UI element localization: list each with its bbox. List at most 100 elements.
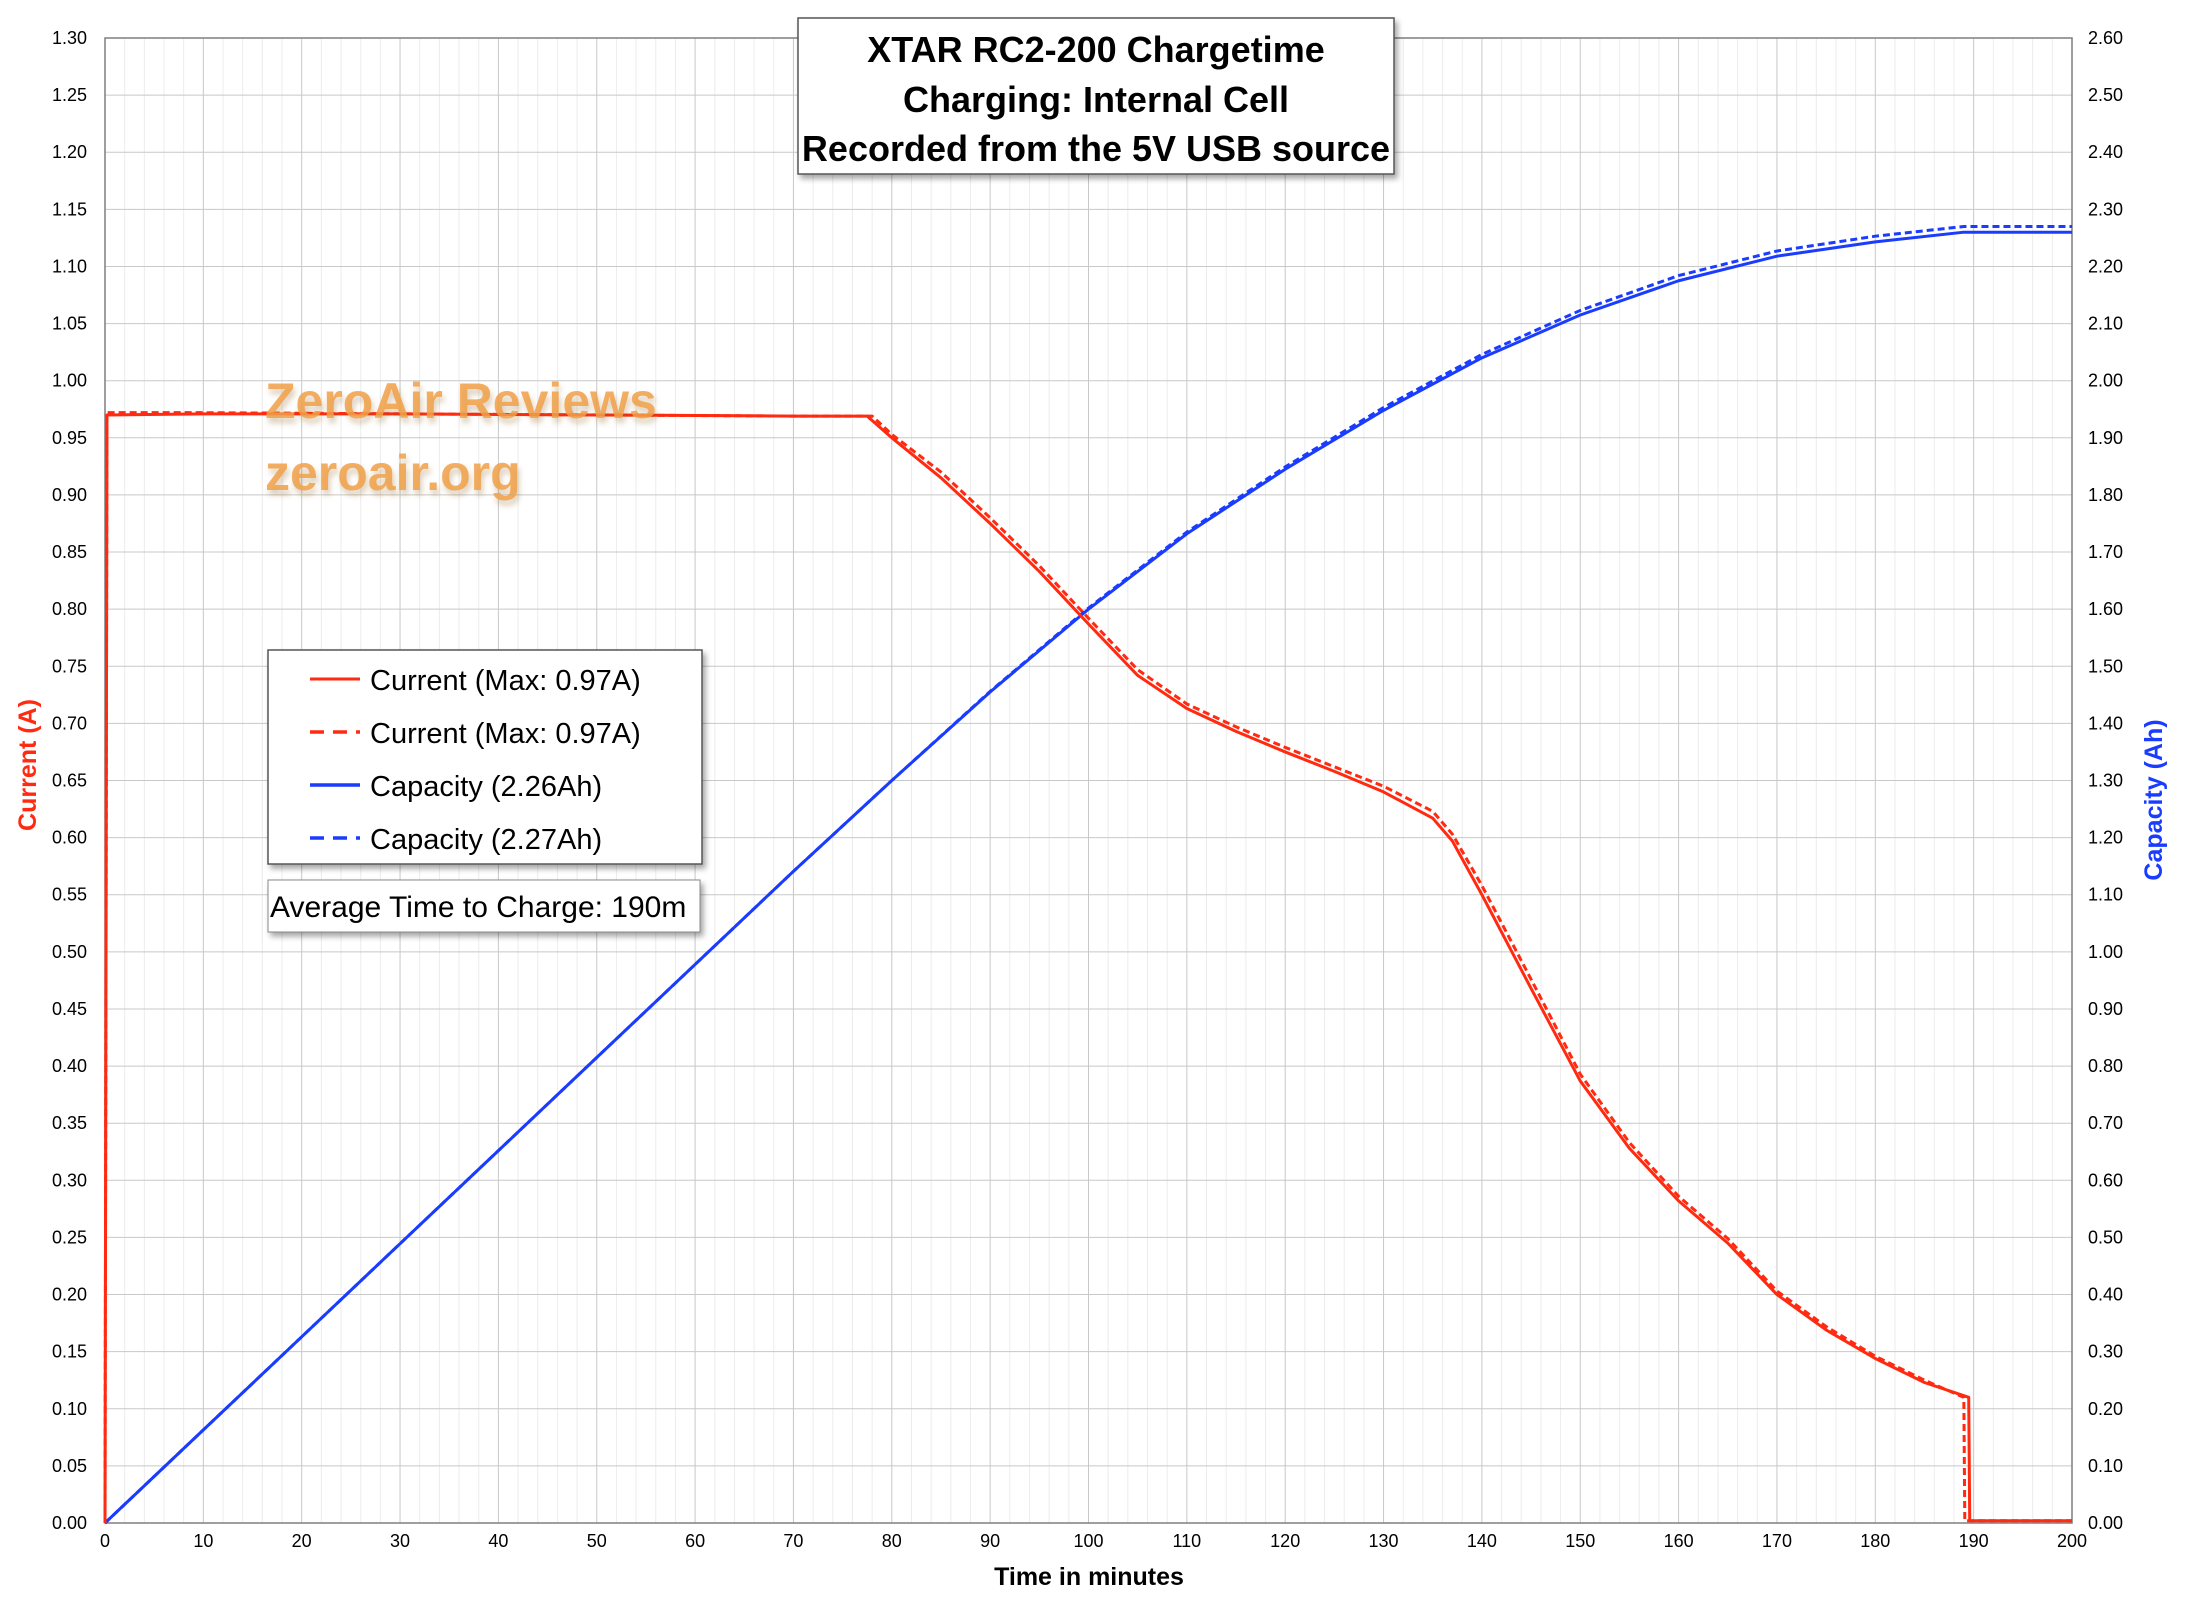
legend-item-current-solid: Current (Max: 0.97A) [310, 665, 641, 697]
chart-title-line-2: Charging: Internal Cell [903, 79, 1289, 120]
y-left-tick-label: 1.10 [52, 256, 87, 276]
legend-label: Capacity (2.27Ah) [370, 824, 602, 856]
y-left-tick-label: 0.50 [52, 942, 87, 962]
x-tick-label: 180 [1860, 1531, 1890, 1551]
series-line-capacity-dashed [103, 224, 2072, 1525]
y-axis-right-label: Capacity (Ah) [2140, 719, 2168, 880]
x-tick-label: 200 [2057, 1531, 2087, 1551]
legend-label: Current (Max: 0.97A) [370, 718, 641, 750]
y-right-tick-label: 1.00 [2088, 942, 2123, 962]
x-tick-label: 110 [1172, 1531, 1201, 1551]
legend-item-current-dashed: Current (Max: 0.97A) [310, 718, 641, 750]
x-tick-label: 40 [488, 1531, 508, 1551]
y-right-tick-label: 2.10 [2088, 314, 2123, 334]
y-right-tick-label: 0.40 [2088, 1285, 2123, 1305]
x-tick-label: 60 [685, 1531, 705, 1551]
title-box: XTAR RC2-200 Chargetime Charging: Intern… [797, 17, 1395, 175]
x-tick-label: 190 [1959, 1531, 1989, 1551]
x-tick-label: 50 [587, 1531, 607, 1551]
y-right-tick-label: 1.60 [2088, 599, 2123, 619]
y-right-tick-label: 1.70 [2088, 542, 2123, 562]
y-right-tick-label: 0.00 [2088, 1513, 2123, 1533]
y-right-tick-label: 1.40 [2088, 713, 2123, 733]
legend-item-capacity-dashed: Capacity (2.27Ah) [310, 824, 602, 856]
x-tick-label: 80 [882, 1531, 902, 1551]
legend-label: Current (Max: 0.97A) [370, 665, 641, 697]
y-left-tick-label: 0.15 [52, 1342, 87, 1362]
x-tick-label: 10 [193, 1531, 213, 1551]
y-left-tick-label: 0.00 [52, 1513, 87, 1533]
y-right-tick-label: 0.50 [2088, 1227, 2123, 1247]
y-right-tick-label: 2.60 [2088, 28, 2123, 48]
average-time-text: Average Time to Charge: 190m [270, 891, 686, 924]
legend-item-capacity-solid: Capacity (2.26Ah) [310, 771, 602, 803]
y-left-tick-label: 0.45 [52, 999, 87, 1019]
chart-title-line-1: XTAR RC2-200 Chargetime [867, 29, 1324, 70]
y-right-tick-label: 1.50 [2088, 656, 2123, 676]
y-axis-left-label: Current (A) [14, 699, 42, 831]
average-time-note: Average Time to Charge: 190m [267, 879, 701, 933]
y-right-tick-label: 0.10 [2088, 1456, 2123, 1476]
y-right-tick-label: 1.80 [2088, 485, 2123, 505]
y-left-tick-label: 0.05 [52, 1456, 87, 1476]
x-tick-label: 30 [390, 1531, 410, 1551]
y-right-tick-label: 0.20 [2088, 1399, 2123, 1419]
y-right-tick-label: 0.60 [2088, 1170, 2123, 1190]
y-left-tick-label: 0.70 [52, 713, 87, 733]
y-left-tick-label: 0.60 [52, 828, 87, 848]
y-left-tick-label: 0.55 [52, 885, 87, 905]
y-right-tick-label: 2.30 [2088, 199, 2123, 219]
x-tick-label: 70 [783, 1531, 803, 1551]
watermark: ZeroAir Reviews zeroair.org [265, 373, 657, 501]
y-right-tick-label: 1.30 [2088, 771, 2123, 791]
y-left-tick-label: 0.10 [52, 1399, 87, 1419]
y-left-tick-label: 0.20 [52, 1285, 87, 1305]
y-left-tick-label: 1.30 [52, 28, 87, 48]
legend-label: Capacity (2.26Ah) [370, 771, 602, 803]
watermark-line-2: zeroair.org [265, 445, 521, 501]
y-left-tick-label: 1.05 [52, 314, 87, 334]
x-tick-label: 0 [100, 1531, 110, 1551]
y-right-tick-label: 2.40 [2088, 142, 2123, 162]
y-left-tick-label: 0.80 [52, 599, 87, 619]
y-left-tick-label: 1.25 [52, 85, 87, 105]
y-right-tick-label: 2.20 [2088, 256, 2123, 276]
legend: Current (Max: 0.97A) Current (Max: 0.97A… [267, 649, 703, 865]
x-tick-label: 20 [292, 1531, 312, 1551]
chart-title-line-3: Recorded from the 5V USB source [802, 128, 1390, 169]
y-right-tick-label: 1.10 [2088, 885, 2123, 905]
series-lines [103, 224, 2072, 1525]
y-right-tick-label: 0.90 [2088, 999, 2123, 1019]
y-left-tick-label: 1.20 [52, 142, 87, 162]
y-left-tick-label: 0.30 [52, 1170, 87, 1190]
y-left-tick-label: 1.00 [52, 371, 87, 391]
watermark-line-1: ZeroAir Reviews [265, 373, 657, 429]
x-tick-label: 150 [1565, 1531, 1595, 1551]
x-axis-label: Time in minutes [994, 1563, 1184, 1591]
y-right-tick-label: 2.00 [2088, 371, 2123, 391]
y-right-tick-label: 1.20 [2088, 828, 2123, 848]
y-right-tick-label: 0.70 [2088, 1113, 2123, 1133]
y-left-tick-label: 0.35 [52, 1113, 87, 1133]
y-left-tick-label: 0.95 [52, 428, 87, 448]
y-left-tick-label: 0.90 [52, 485, 87, 505]
y-right-tick-label: 1.90 [2088, 428, 2123, 448]
y-right-tick-label: 0.80 [2088, 1056, 2123, 1076]
y-right-tick-label: 2.50 [2088, 85, 2123, 105]
y-left-tick-label: 0.65 [52, 771, 87, 791]
x-tick-label: 100 [1073, 1531, 1103, 1551]
tick-labels: 0 10 20 30 40 50 60 70 80 90 100 110 120 130 140 150 160… [52, 28, 2123, 1551]
x-tick-label: 170 [1762, 1531, 1792, 1551]
x-tick-label: 120 [1270, 1531, 1300, 1551]
y-left-tick-label: 0.85 [52, 542, 87, 562]
y-left-tick-label: 1.15 [52, 199, 87, 219]
x-tick-label: 130 [1369, 1531, 1399, 1551]
y-left-tick-label: 0.25 [52, 1227, 87, 1247]
x-tick-label: 160 [1664, 1531, 1694, 1551]
x-tick-label: 90 [980, 1531, 1000, 1551]
y-left-tick-label: 0.75 [52, 656, 87, 676]
x-tick-label: 140 [1467, 1531, 1497, 1551]
y-right-tick-label: 0.30 [2088, 1342, 2123, 1362]
